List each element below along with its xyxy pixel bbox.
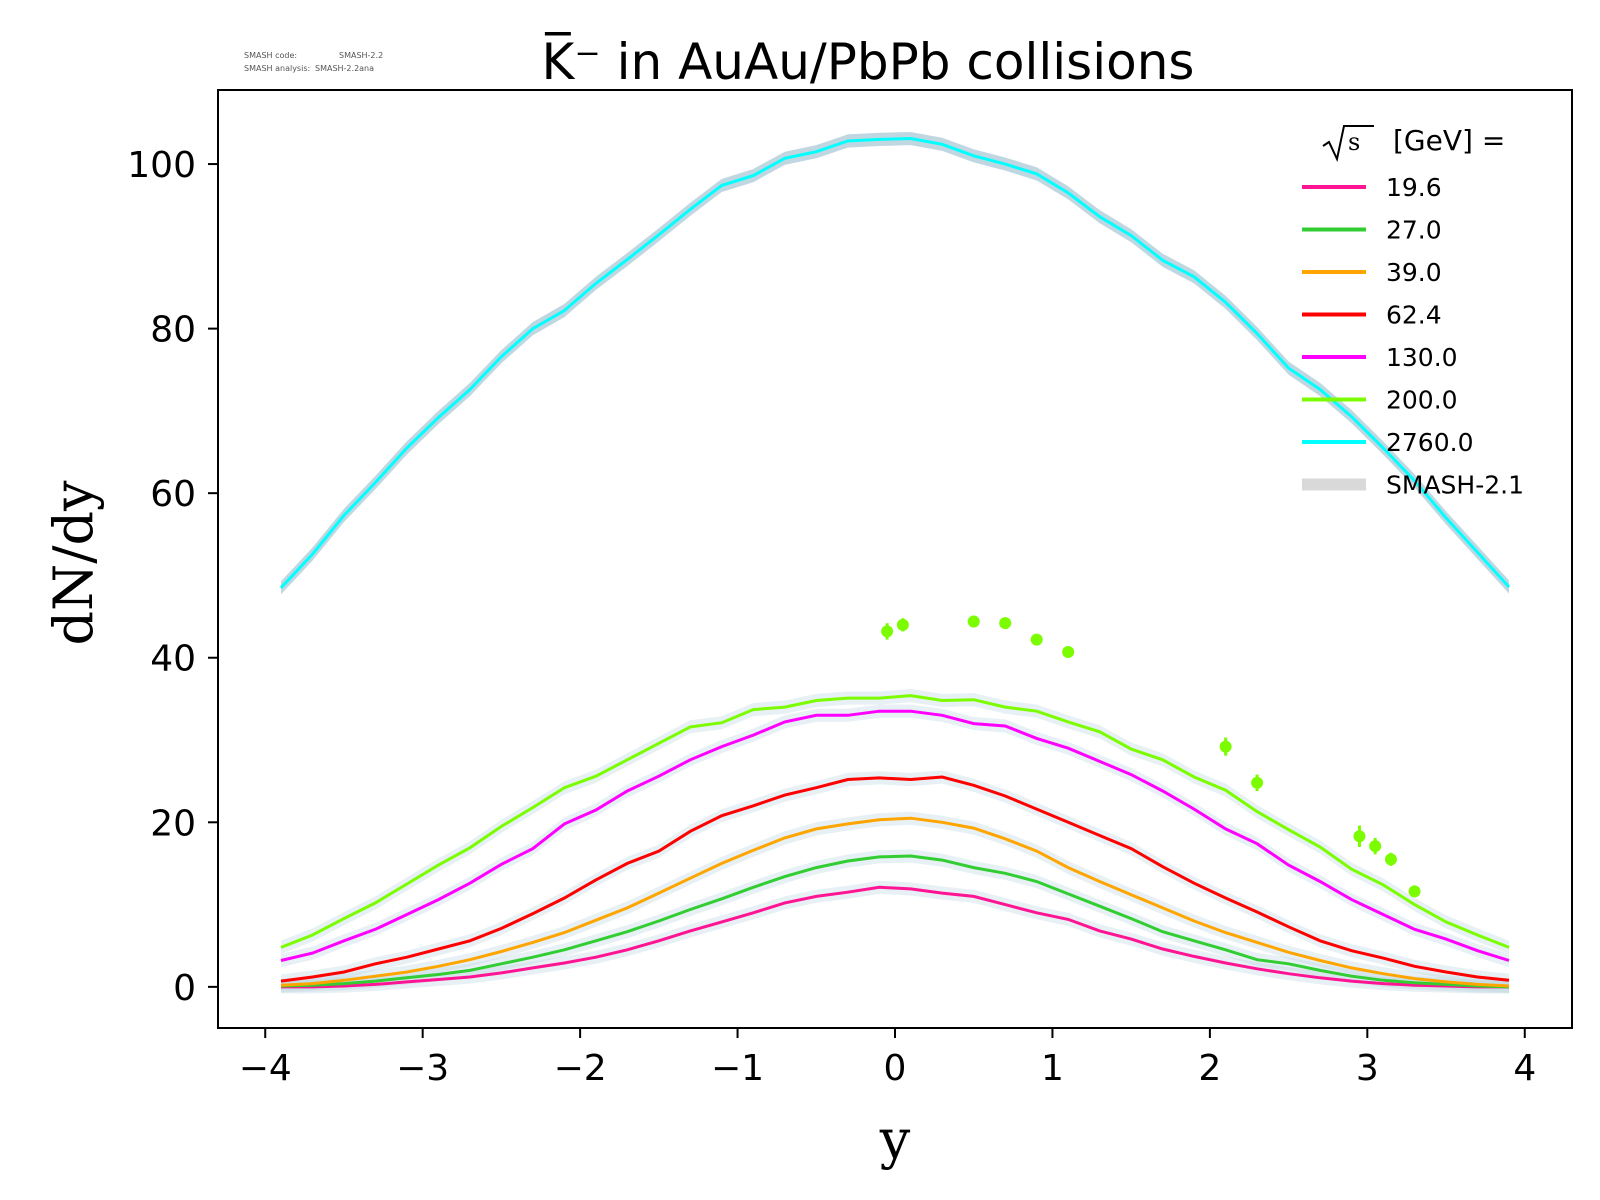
- series-line-62-4: [280, 775, 1510, 983]
- meta-code-value: SMASH-2.2: [339, 51, 383, 60]
- meta-analysis-label: SMASH analysis:: [244, 64, 310, 73]
- band-layer: [281, 132, 1509, 994]
- legend-item: 2760.0: [1302, 428, 1473, 457]
- measurement-layer: [881, 615, 1421, 898]
- x-tick-label: −1: [711, 1048, 764, 1089]
- y-tick-label: 20: [150, 803, 196, 844]
- band-39-0: [281, 811, 1509, 993]
- legend-label: 27.0: [1386, 216, 1442, 245]
- meta-info: SMASH code: SMASH-2.2 SMASH analysis: SM…: [244, 51, 383, 73]
- y-tick-label: 100: [127, 145, 196, 186]
- x-axis: −4 −3 −2 −1 0 1 2 3 4: [239, 1028, 1536, 1089]
- x-tick-label: 1: [1041, 1048, 1064, 1089]
- legend-title-root: s: [1348, 128, 1360, 156]
- legend: s [GeV] = 19.6 27.0 39.0 62.4 130.0 200.0 2760…: [1302, 124, 1524, 500]
- legend-item: SMASH-2.1: [1302, 471, 1524, 500]
- data-point: [1219, 737, 1232, 756]
- legend-item: 130.0: [1302, 343, 1458, 372]
- x-tick-label: 3: [1356, 1048, 1379, 1089]
- data-point: [1408, 885, 1421, 898]
- x-tick-label: 0: [884, 1048, 907, 1089]
- series-line-200-0: [280, 694, 1510, 949]
- data-marker: [967, 615, 980, 628]
- x-tick-label: 2: [1198, 1048, 1221, 1089]
- data-point: [967, 615, 980, 628]
- y-tick-label: 80: [150, 310, 196, 351]
- data-point: [1384, 852, 1397, 866]
- data-marker: [1408, 885, 1421, 898]
- series-line-130-0: [280, 709, 1510, 962]
- y-tick-label: 0: [173, 968, 196, 1009]
- legend-entries: 19.6 27.0 39.0 62.4 130.0 200.0 2760.0 SMASH-2.…: [1302, 173, 1524, 500]
- data-point: [896, 618, 909, 632]
- data-point: [1353, 825, 1366, 847]
- legend-label: 62.4: [1386, 301, 1442, 330]
- legend-item: 19.6: [1302, 173, 1442, 202]
- legend-label: 2760.0: [1386, 428, 1473, 457]
- legend-item: 39.0: [1302, 258, 1442, 287]
- legend-label: 200.0: [1386, 386, 1458, 415]
- y-axis-label: dN/dy: [42, 480, 105, 646]
- legend-item: 200.0: [1302, 386, 1458, 415]
- legend-label: 130.0: [1386, 343, 1458, 372]
- data-marker: [896, 618, 909, 631]
- band-130-0: [281, 704, 1509, 968]
- band-19-6: [281, 880, 1509, 994]
- data-point: [999, 617, 1012, 630]
- legend-item: 62.4: [1302, 301, 1442, 330]
- series-line-2760-0: [279, 136, 1511, 589]
- data-marker: [1062, 645, 1075, 658]
- legend-title: s [GeV] =: [1322, 124, 1505, 163]
- plot-area: [217, 89, 1573, 1029]
- data-marker: [1384, 853, 1397, 866]
- series-layer: [279, 136, 1511, 989]
- data-marker: [1369, 840, 1382, 853]
- data-point: [1062, 645, 1075, 658]
- legend-label: SMASH-2.1: [1386, 471, 1524, 500]
- series-line-27-0: [280, 854, 1510, 989]
- data-marker: [1030, 633, 1043, 646]
- sqrt-symbol: [1322, 125, 1374, 163]
- data-marker: [1353, 830, 1366, 843]
- series-line-19-6: [281, 885, 1509, 989]
- chart-title: K̅⁻ in AuAu/PbPb collisions: [542, 32, 1195, 91]
- meta-code-label: SMASH code:: [244, 51, 297, 60]
- x-tick-label: 4: [1513, 1048, 1536, 1089]
- legend-item: 27.0: [1302, 216, 1442, 245]
- series-line-39-0: [280, 816, 1510, 988]
- legend-label: 39.0: [1386, 258, 1442, 287]
- legend-title-suffix: [GeV] =: [1393, 124, 1505, 157]
- data-point: [881, 623, 894, 640]
- x-tick-label: −2: [554, 1048, 607, 1089]
- data-marker: [999, 617, 1012, 630]
- data-point: [1369, 837, 1382, 855]
- data-point: [1030, 633, 1043, 646]
- data-marker: [1251, 776, 1264, 789]
- y-tick-label: 40: [150, 639, 196, 680]
- band-200-0: [281, 689, 1509, 954]
- band-2760-0: [281, 132, 1509, 595]
- legend-label: 19.6: [1386, 173, 1442, 202]
- y-axis: 0 20 40 60 80 100: [127, 145, 218, 1009]
- data-marker: [881, 625, 894, 638]
- data-point: [1251, 774, 1264, 792]
- meta-analysis-value: SMASH-2.2ana: [315, 64, 374, 73]
- x-tick-label: −3: [396, 1048, 449, 1089]
- data-marker: [1219, 740, 1232, 753]
- y-tick-label: 60: [150, 474, 196, 515]
- x-axis-label: y: [879, 1108, 911, 1171]
- x-tick-label: −4: [239, 1048, 292, 1089]
